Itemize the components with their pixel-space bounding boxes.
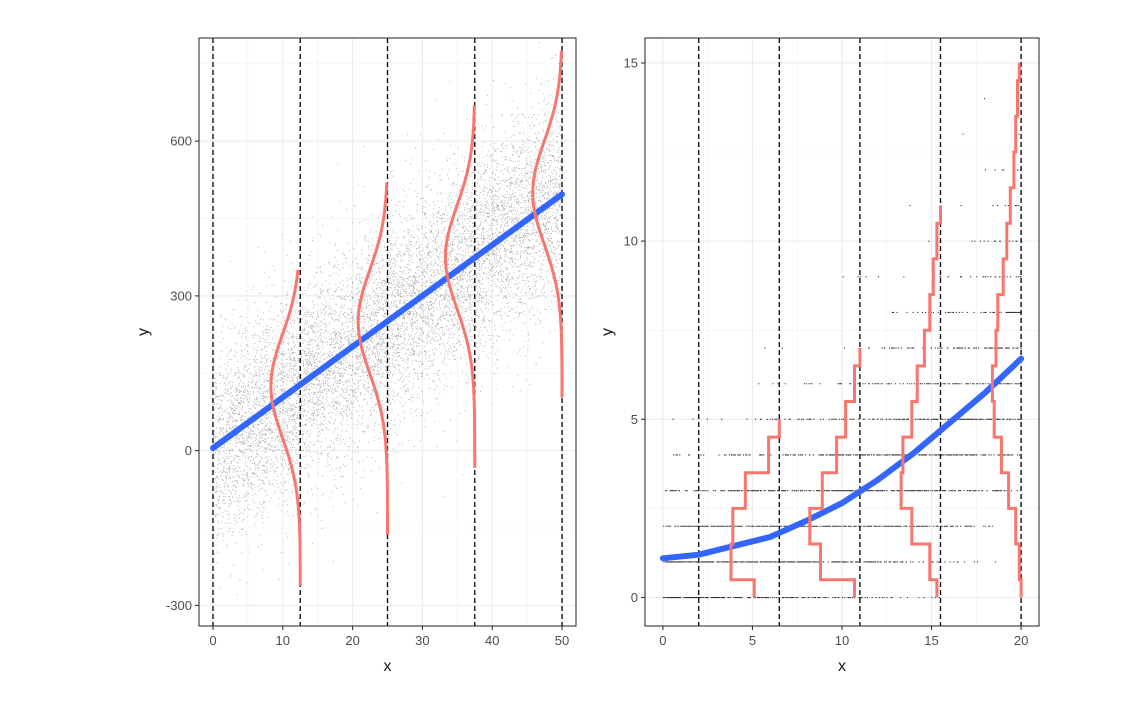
y-tick-label: 300: [170, 288, 192, 303]
x-tick-label: 30: [415, 633, 429, 648]
y-axis-title: y: [135, 328, 152, 336]
y-tick-label: 0: [185, 443, 192, 458]
x-tick-label: 40: [485, 633, 499, 648]
x-tick-label: 0: [209, 633, 216, 648]
right-panel: 0 5 10 15 20 0 5 10 15 x y: [599, 37, 1040, 675]
x-tick-label: 15: [924, 633, 938, 648]
y-tick-label: 15: [624, 55, 638, 70]
density-curve: [531, 50, 564, 398]
step-distribution-curve: [729, 419, 781, 598]
density-curve: [356, 182, 389, 535]
fit-line: [210, 191, 565, 452]
distribution-curves: [269, 50, 564, 586]
density-curve: [269, 269, 302, 586]
panel-border: [198, 37, 577, 627]
x-tick-label: 20: [1014, 633, 1028, 648]
step-distribution-curve: [808, 348, 862, 598]
axes: 0 10 20 30 40 50 -300 0 300 600 x y: [135, 134, 569, 675]
y-tick-label: -300: [166, 598, 192, 613]
cutoff-lines: [698, 38, 1022, 626]
plot-area: [210, 38, 565, 626]
x-tick-label: 0: [659, 633, 666, 648]
x-tick-label: 10: [276, 633, 290, 648]
x-tick-label: 20: [345, 633, 359, 648]
step-distribution-curve: [990, 62, 1023, 598]
density-curve: [444, 105, 477, 468]
step-distribution-curve: [899, 205, 942, 598]
left-panel: 0 10 20 30 40 50 -300 0 300 600 x y: [135, 37, 577, 675]
y-tick-label: 600: [170, 134, 192, 149]
y-tick-label: 10: [624, 234, 638, 249]
x-tick-label: 50: [555, 633, 569, 648]
x-axis-title: x: [384, 658, 392, 675]
plot-area: [659, 38, 1025, 626]
data-points-cloud: [662, 62, 1022, 599]
x-tick-label: 5: [749, 633, 756, 648]
distribution-curves: [729, 62, 1023, 598]
y-axis-title: y: [599, 328, 616, 336]
fit-line: [659, 355, 1025, 562]
data-points: [662, 62, 1022, 599]
axes: 0 5 10 15 20 0 5 10 15 x y: [599, 55, 1028, 675]
y-tick-label: 0: [631, 590, 638, 605]
x-tick-label: 10: [835, 633, 849, 648]
x-axis-title: x: [838, 658, 846, 675]
y-tick-label: 5: [631, 412, 638, 427]
